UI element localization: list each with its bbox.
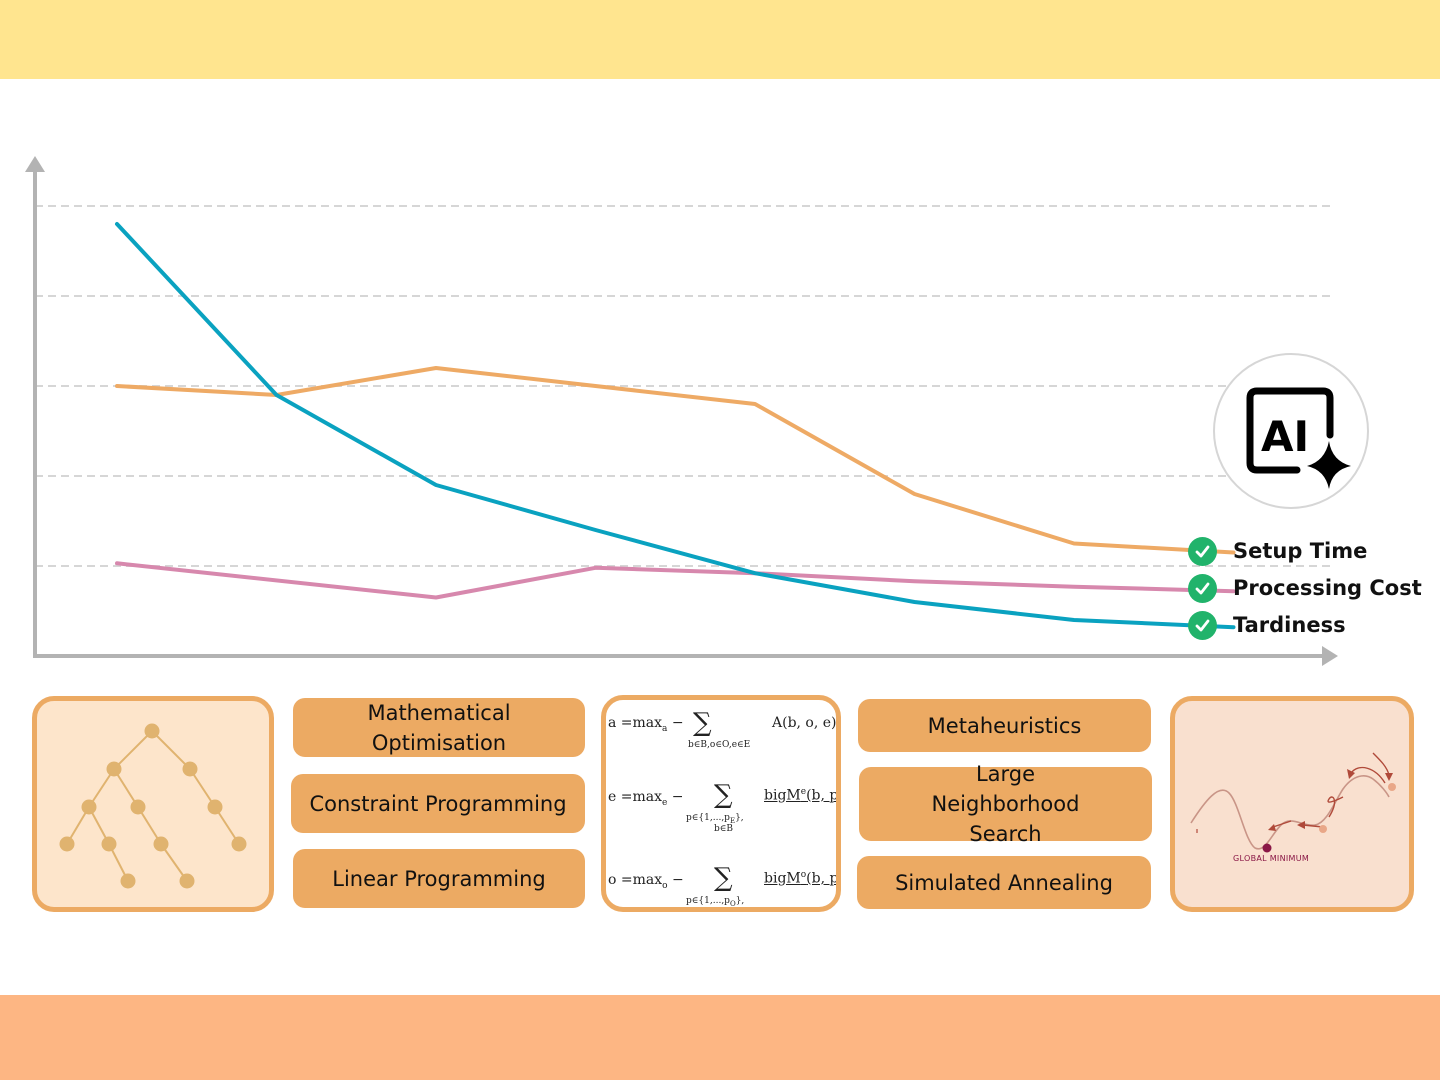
series-line-tardiness xyxy=(115,222,1236,630)
tree-diagram-card xyxy=(32,696,274,912)
top-banner xyxy=(0,0,1440,79)
legend-item-tardiness: Tardiness xyxy=(1188,610,1346,640)
chart-series xyxy=(115,222,1236,630)
legend-label: Setup Time xyxy=(1233,539,1368,563)
method-simulated-annealing: Simulated Annealing xyxy=(857,856,1151,909)
series-line-processing-cost xyxy=(115,561,1236,600)
series-line-setup-time xyxy=(115,366,1236,555)
legend-item-setup-time: Setup Time xyxy=(1188,536,1367,566)
method-metaheuristics: Metaheuristics xyxy=(858,699,1151,752)
legend-label: Processing Cost xyxy=(1233,576,1422,600)
check-circle-icon xyxy=(1188,536,1217,566)
chart-axes xyxy=(25,156,1338,666)
method-mathematical-optimisation: Mathematical Optimisation xyxy=(293,698,585,757)
global-minimum-label: GLOBAL MINIMUM xyxy=(1233,854,1310,863)
x-axis-arrow-icon xyxy=(1322,646,1338,666)
formula-card: a =maxa − ∑ b∈B,o∈O,e∈E A(b, o, e) e =ma… xyxy=(601,695,841,912)
ai-badge-text: AI xyxy=(1261,412,1309,461)
method-constraint-programming: Constraint Programming xyxy=(291,774,585,833)
legend-label: Tardiness xyxy=(1233,613,1346,637)
legend-item-processing-cost: Processing Cost xyxy=(1188,573,1422,603)
chart-gridlines xyxy=(35,205,1335,567)
landscape-card: GLOBAL MINIMUM xyxy=(1170,696,1414,912)
check-circle-icon xyxy=(1188,573,1217,603)
method-linear-programming: Linear Programming xyxy=(293,849,585,908)
search-tree-icon xyxy=(59,723,247,889)
bottom-banner xyxy=(0,995,1440,1080)
method-large-neighborhood-search: Large Neighborhood Search xyxy=(859,762,1152,846)
line-chart xyxy=(25,156,1338,666)
ai-badge: AI xyxy=(1213,353,1369,509)
y-axis-arrow-icon xyxy=(25,156,45,172)
energy-landscape-icon xyxy=(1190,752,1396,853)
ai-sparkle-icon: AI xyxy=(1246,387,1351,489)
check-circle-icon xyxy=(1188,610,1217,640)
